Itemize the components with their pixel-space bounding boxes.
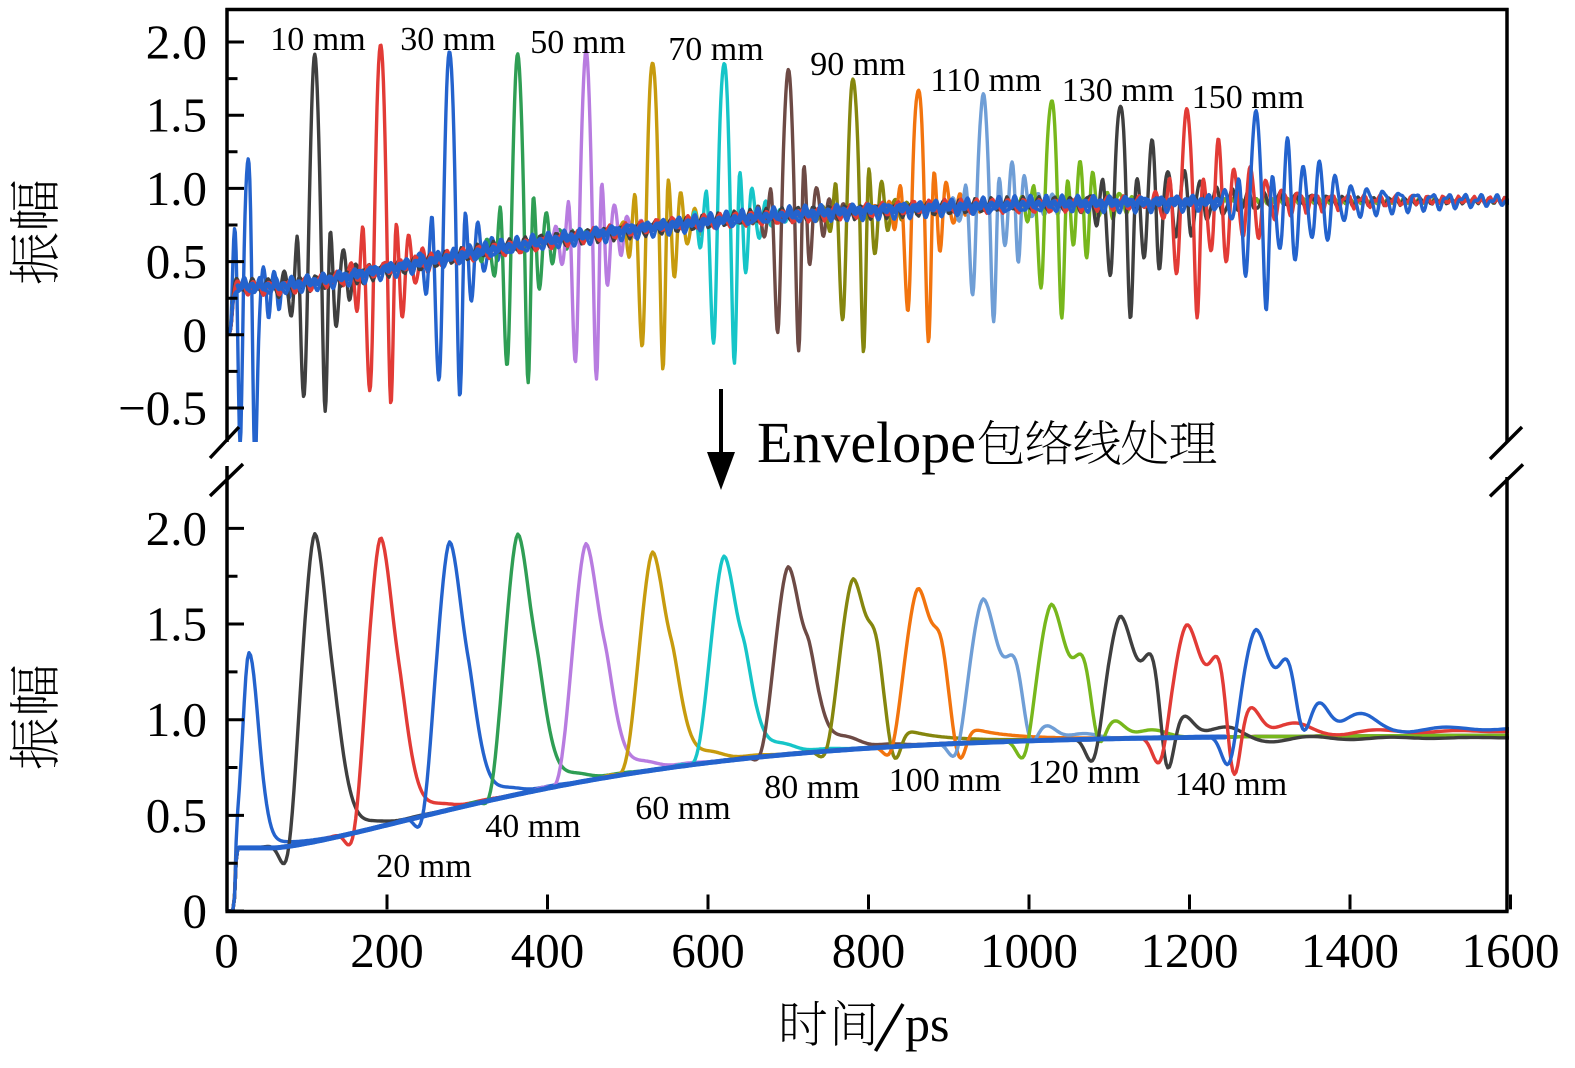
svg-text:20 mm: 20 mm bbox=[376, 848, 471, 885]
svg-text:800: 800 bbox=[832, 923, 906, 978]
svg-text:40 mm: 40 mm bbox=[485, 808, 580, 845]
svg-text:0.5: 0.5 bbox=[146, 234, 207, 289]
svg-text:1.0: 1.0 bbox=[146, 692, 207, 747]
svg-text:120 mm: 120 mm bbox=[1028, 754, 1140, 791]
svg-text:130 mm: 130 mm bbox=[1062, 72, 1174, 109]
svg-text:0.5: 0.5 bbox=[146, 788, 207, 843]
svg-text:1600: 1600 bbox=[1462, 923, 1560, 978]
svg-text:0: 0 bbox=[183, 307, 208, 362]
svg-text:50 mm: 50 mm bbox=[530, 24, 625, 61]
svg-text:−0.5: −0.5 bbox=[118, 381, 207, 436]
svg-text:90 mm: 90 mm bbox=[810, 46, 905, 83]
svg-text:70 mm: 70 mm bbox=[668, 31, 763, 68]
svg-text:0: 0 bbox=[214, 923, 239, 978]
svg-text:30 mm: 30 mm bbox=[400, 21, 495, 58]
svg-text:1000: 1000 bbox=[980, 923, 1078, 978]
svg-text:0: 0 bbox=[183, 884, 208, 939]
svg-text:2.0: 2.0 bbox=[146, 501, 207, 556]
svg-text:1.5: 1.5 bbox=[146, 597, 207, 652]
svg-text:1200: 1200 bbox=[1141, 923, 1239, 978]
svg-text:2.0: 2.0 bbox=[146, 15, 207, 70]
svg-text:110 mm: 110 mm bbox=[930, 62, 1041, 99]
svg-text:600: 600 bbox=[671, 923, 745, 978]
svg-text:400: 400 bbox=[511, 923, 585, 978]
svg-text:ps: ps bbox=[905, 996, 949, 1052]
svg-text:140 mm: 140 mm bbox=[1175, 766, 1287, 803]
svg-text:60 mm: 60 mm bbox=[635, 790, 730, 827]
svg-text:1400: 1400 bbox=[1301, 923, 1399, 978]
svg-text:200: 200 bbox=[350, 923, 424, 978]
svg-text:150 mm: 150 mm bbox=[1192, 79, 1304, 116]
svg-text:1.0: 1.0 bbox=[146, 161, 207, 216]
svg-text:100 mm: 100 mm bbox=[889, 762, 1001, 799]
svg-text:1.5: 1.5 bbox=[146, 88, 207, 143]
svg-text:80 mm: 80 mm bbox=[764, 769, 859, 806]
svg-text:10 mm: 10 mm bbox=[270, 21, 365, 58]
svg-text:Envelope: Envelope bbox=[757, 410, 976, 475]
